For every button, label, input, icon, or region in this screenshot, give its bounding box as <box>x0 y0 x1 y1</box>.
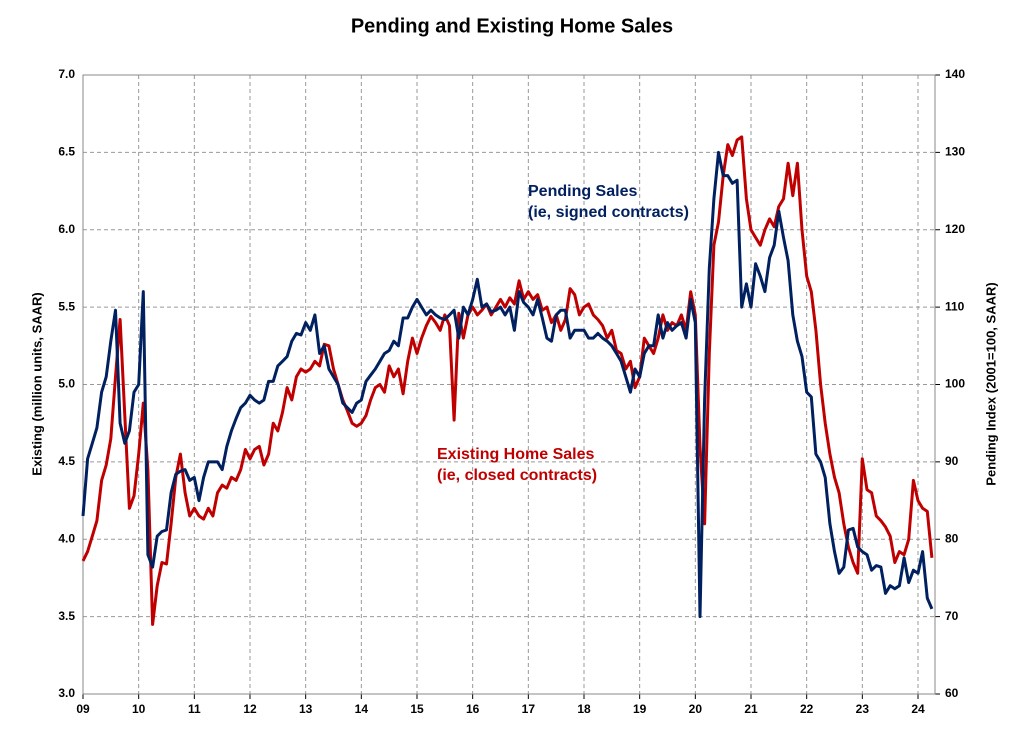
y2-tick-label: 140 <box>945 67 965 81</box>
x-tick-label: 20 <box>689 702 703 716</box>
y-tick-label: 7.0 <box>58 67 75 81</box>
y-tick-label: 6.5 <box>58 145 75 159</box>
y-tick-label: 4.5 <box>58 454 75 468</box>
y-tick-label: 5.5 <box>58 299 75 313</box>
y2-tick-label: 70 <box>945 609 959 623</box>
x-tick-label: 19 <box>633 702 647 716</box>
annotation: Pending Sales <box>528 183 637 200</box>
x-tick-label: 17 <box>522 702 536 716</box>
line-series <box>81 135 934 626</box>
annotation: (ie, closed contracts) <box>437 467 597 484</box>
x-tick-label: 23 <box>856 702 870 716</box>
x-tick-label: 22 <box>800 702 814 716</box>
annotation: (ie, signed contracts) <box>528 204 689 221</box>
y-tick-label: 3.5 <box>58 609 75 623</box>
y2-tick-label: 90 <box>945 454 959 468</box>
chart-title: Pending and Existing Home Sales <box>351 15 673 37</box>
y-axis-label: Existing (million units, SAAR) <box>29 292 44 475</box>
x-tick-label: 18 <box>577 702 591 716</box>
y2-tick-label: 120 <box>945 222 965 236</box>
annotation: Existing Home Sales <box>437 446 594 463</box>
x-tick-label: 12 <box>243 702 257 716</box>
x-tick-label: 15 <box>410 702 424 716</box>
x-tick-label: 11 <box>188 702 201 716</box>
line-series <box>81 150 934 619</box>
x-tick-label: 16 <box>466 702 480 716</box>
x-tick-label: 14 <box>355 702 369 716</box>
x-tick-label: 24 <box>911 702 925 716</box>
plot-frame <box>82 74 936 695</box>
y2-tick-label: 130 <box>945 145 965 159</box>
y-tick-label: 4.0 <box>58 531 75 545</box>
x-tick-label: 09 <box>76 702 90 716</box>
y2-tick-label: 110 <box>945 299 965 313</box>
x-tick-label: 10 <box>132 702 146 716</box>
y-tick-label: 6.0 <box>58 222 75 236</box>
x-tick-label: 13 <box>299 702 313 716</box>
y2-tick-label: 60 <box>945 686 959 700</box>
y2-tick-label: 80 <box>945 531 959 545</box>
y-tick-label: 3.0 <box>58 686 75 700</box>
y2-axis-label: Pending Index (2001=100, SAAR) <box>983 282 998 485</box>
x-tick-label: 21 <box>744 702 758 716</box>
y-tick-label: 5.0 <box>58 377 75 391</box>
y2-tick-label: 100 <box>945 377 965 391</box>
